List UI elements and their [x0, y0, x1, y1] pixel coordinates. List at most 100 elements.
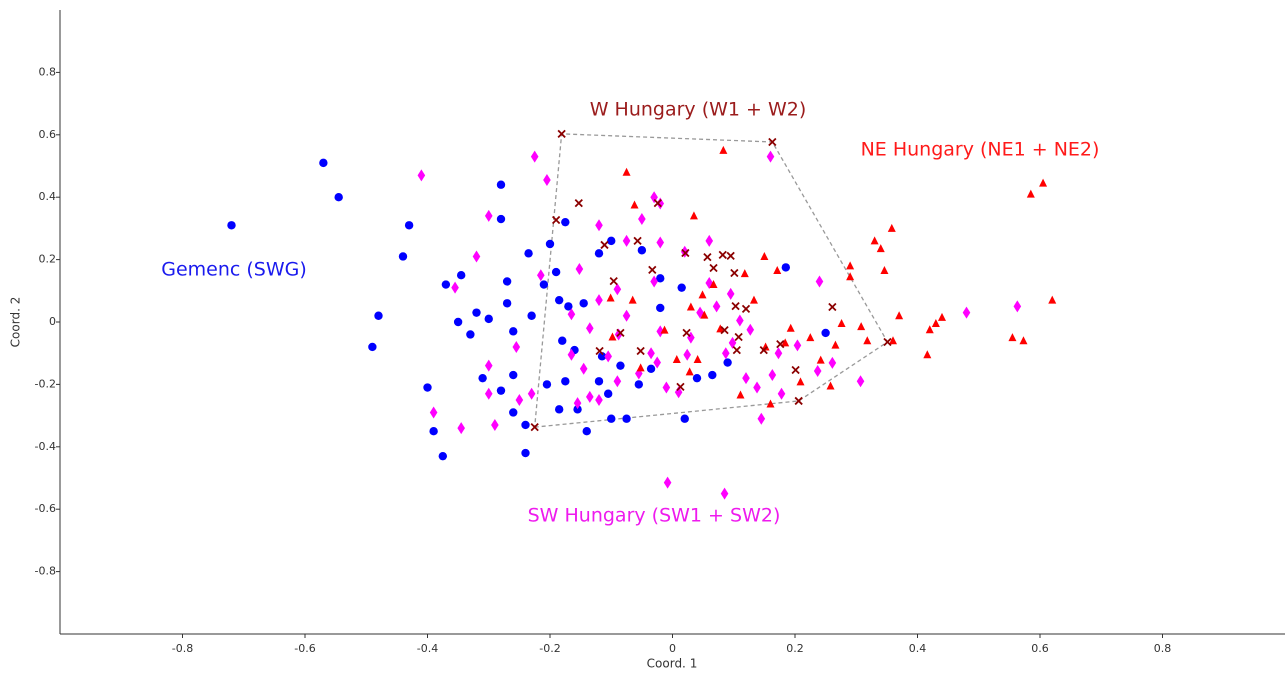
point: [438, 451, 448, 461]
point: [761, 342, 770, 351]
point: [846, 272, 855, 281]
point: [537, 269, 545, 282]
y-tick-label: 0.4: [39, 190, 57, 203]
point: [653, 356, 661, 369]
point: [705, 277, 714, 289]
annotation: Gemenc (SWG): [161, 259, 307, 281]
point: [931, 319, 940, 328]
point: [768, 369, 777, 382]
point: [656, 303, 665, 313]
point: [594, 249, 604, 258]
point: [734, 332, 743, 342]
point: [680, 414, 689, 423]
point: [681, 248, 690, 258]
point: [962, 306, 971, 319]
point: [696, 306, 704, 319]
point: [429, 427, 438, 436]
point: [603, 389, 613, 398]
y-tick-label: 0.2: [39, 253, 57, 266]
point: [595, 346, 604, 356]
point: [656, 325, 665, 338]
point: [731, 301, 740, 311]
point: [716, 324, 725, 333]
point: [542, 380, 552, 389]
point: [709, 280, 718, 289]
point: [613, 283, 622, 296]
point: [484, 387, 493, 400]
x-tick-label: -0.6: [294, 642, 315, 655]
point: [656, 236, 665, 249]
point: [683, 348, 691, 361]
point: [530, 150, 539, 163]
point: [923, 350, 932, 359]
point: [768, 137, 777, 147]
point: [564, 302, 573, 311]
point: [709, 263, 718, 273]
point: [567, 348, 576, 361]
point: [575, 262, 584, 275]
point: [423, 383, 432, 392]
point: [595, 219, 603, 232]
point: [895, 311, 904, 320]
point: [732, 345, 741, 355]
annotation: W Hungary (W1 + W2): [590, 99, 807, 121]
point: [521, 420, 530, 430]
point: [634, 380, 644, 389]
point: [728, 336, 737, 349]
point: [579, 299, 588, 308]
point: [586, 322, 594, 335]
point: [509, 370, 518, 380]
point: [663, 476, 672, 489]
point: [791, 365, 800, 375]
point: [777, 387, 786, 400]
point: [708, 370, 717, 380]
point: [502, 277, 512, 286]
point: [846, 261, 855, 270]
point: [880, 266, 889, 275]
point: [622, 414, 631, 423]
point: [622, 167, 631, 176]
point: [543, 174, 551, 187]
point: [719, 145, 728, 154]
point: [637, 246, 647, 255]
point: [815, 275, 824, 288]
point: [636, 346, 645, 356]
point: [646, 364, 656, 373]
point: [478, 373, 487, 383]
point: [726, 251, 735, 260]
point: [457, 422, 465, 435]
point: [636, 363, 645, 372]
point: [502, 299, 512, 308]
point: [524, 249, 533, 258]
point: [662, 381, 671, 394]
point: [451, 281, 459, 294]
y-tick-label: -0.4: [35, 440, 56, 453]
point: [650, 275, 658, 288]
point: [682, 328, 691, 338]
point: [776, 340, 785, 349]
point: [816, 355, 825, 364]
point: [721, 347, 730, 360]
point: [781, 338, 790, 347]
point: [766, 399, 775, 408]
x-tick-label: -0.2: [539, 642, 560, 655]
point: [613, 375, 622, 388]
point: [594, 377, 604, 386]
point: [705, 234, 714, 247]
point: [742, 372, 750, 385]
point: [1013, 300, 1022, 313]
y-tick-label: 0.6: [39, 128, 57, 141]
point: [736, 390, 745, 399]
point: [698, 290, 707, 299]
point: [472, 308, 481, 317]
point: [786, 323, 795, 332]
y-axis-title: Coord. 2: [9, 297, 23, 348]
point: [558, 336, 567, 345]
point: [633, 236, 642, 246]
point: [674, 386, 683, 399]
x-tick-label: 0.8: [1154, 642, 1172, 655]
point: [781, 263, 791, 272]
point: [491, 418, 499, 431]
point: [656, 197, 665, 210]
y-tick-label: 0.8: [39, 65, 57, 78]
